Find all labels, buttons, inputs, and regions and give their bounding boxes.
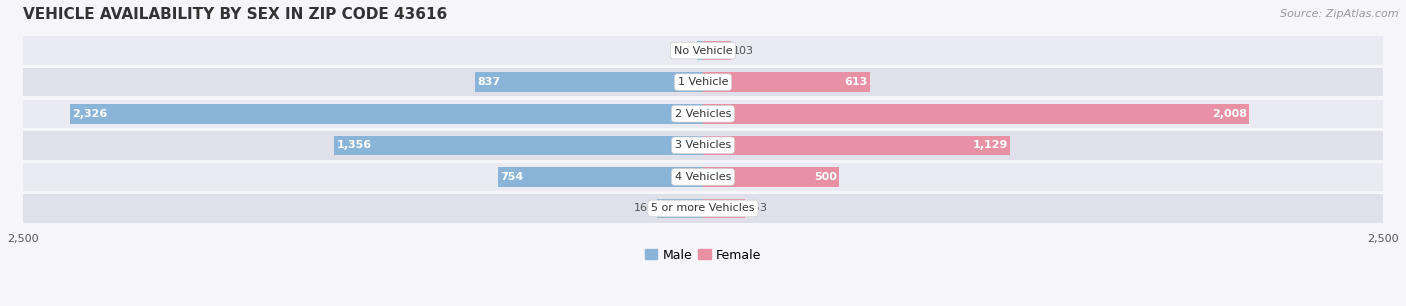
Bar bbox=[703, 104, 1250, 124]
Bar bbox=[22, 131, 1384, 159]
Text: 2 Vehicles: 2 Vehicles bbox=[675, 109, 731, 119]
Text: 837: 837 bbox=[478, 77, 501, 87]
Text: 613: 613 bbox=[845, 77, 868, 87]
Text: 153: 153 bbox=[747, 203, 768, 214]
Text: No Vehicle: No Vehicle bbox=[673, 46, 733, 56]
Bar bbox=[22, 36, 1384, 65]
Bar bbox=[22, 194, 1384, 223]
Text: 1,129: 1,129 bbox=[973, 140, 1008, 150]
Text: 5 or more Vehicles: 5 or more Vehicles bbox=[651, 203, 755, 214]
Bar bbox=[22, 163, 1384, 191]
Bar bbox=[703, 167, 839, 187]
Bar bbox=[22, 68, 1384, 96]
Bar bbox=[703, 41, 731, 60]
Bar bbox=[703, 72, 870, 92]
Text: 4 Vehicles: 4 Vehicles bbox=[675, 172, 731, 182]
Bar bbox=[335, 136, 703, 155]
Text: 500: 500 bbox=[814, 172, 837, 182]
Text: 22: 22 bbox=[681, 46, 695, 56]
Bar bbox=[498, 167, 703, 187]
Bar bbox=[697, 41, 703, 60]
Text: 2,326: 2,326 bbox=[72, 109, 107, 119]
Text: 1 Vehicle: 1 Vehicle bbox=[678, 77, 728, 87]
Text: Source: ZipAtlas.com: Source: ZipAtlas.com bbox=[1281, 9, 1399, 19]
Bar bbox=[475, 72, 703, 92]
Text: 2,008: 2,008 bbox=[1212, 109, 1247, 119]
Text: 754: 754 bbox=[501, 172, 523, 182]
Text: 103: 103 bbox=[733, 46, 754, 56]
Bar bbox=[22, 99, 1384, 128]
Bar bbox=[703, 199, 745, 218]
Text: VEHICLE AVAILABILITY BY SEX IN ZIP CODE 43616: VEHICLE AVAILABILITY BY SEX IN ZIP CODE … bbox=[22, 7, 447, 22]
Text: 3 Vehicles: 3 Vehicles bbox=[675, 140, 731, 150]
Legend: Male, Female: Male, Female bbox=[640, 244, 766, 267]
Bar bbox=[703, 136, 1010, 155]
Bar bbox=[657, 199, 703, 218]
Text: 1,356: 1,356 bbox=[336, 140, 371, 150]
Text: 169: 169 bbox=[634, 203, 655, 214]
Bar bbox=[70, 104, 703, 124]
